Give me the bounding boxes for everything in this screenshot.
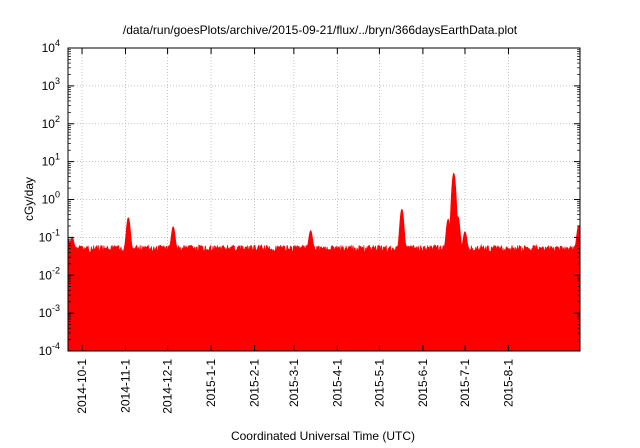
x-tick-label: 2015-8-1	[501, 359, 515, 407]
y-tick-label: 103	[42, 76, 60, 93]
plot-frame	[67, 47, 581, 352]
plot-series	[67, 172, 581, 352]
x-tick-label: 2015-5-1	[372, 359, 386, 407]
x-tick-label: 2015-7-1	[458, 359, 472, 407]
y-tick-label: 104	[42, 38, 60, 55]
y-tick-label: 101	[42, 152, 60, 169]
x-tick-label: 2014-10-1	[75, 359, 89, 414]
y-axis-label: cGy/day	[22, 177, 36, 221]
x-tick-label: 2015-6-1	[416, 359, 430, 407]
y-tick-label: 100	[42, 190, 60, 207]
y-tick-label: 10-4	[39, 341, 60, 358]
x-axis-label: Coordinated Universal Time (UTC)	[231, 429, 415, 443]
y-tick-label: 10-3	[39, 303, 60, 320]
x-axis-ticks: 2014-10-1 2014-11-1 2014-12-1 2015-1-1 2015-…	[75, 48, 515, 414]
y-tick-label: 102	[42, 114, 60, 131]
x-tick-label: 2015-4-1	[330, 359, 344, 407]
x-tick-label: 2015-2-1	[248, 359, 262, 407]
x-tick-label: 2015-1-1	[204, 359, 218, 407]
series-area-0	[67, 172, 581, 352]
x-tick-label: 2014-11-1	[119, 359, 133, 413]
x-tick-label: 2014-12-1	[161, 359, 175, 414]
y-tick-label: 10-1	[39, 227, 60, 244]
y-tick-label: 10-2	[39, 265, 60, 282]
x-tick-label: 2015-3-1	[287, 359, 301, 407]
chart-title: /data/run/goesPlots/archive/2015-09-21/f…	[123, 23, 518, 37]
